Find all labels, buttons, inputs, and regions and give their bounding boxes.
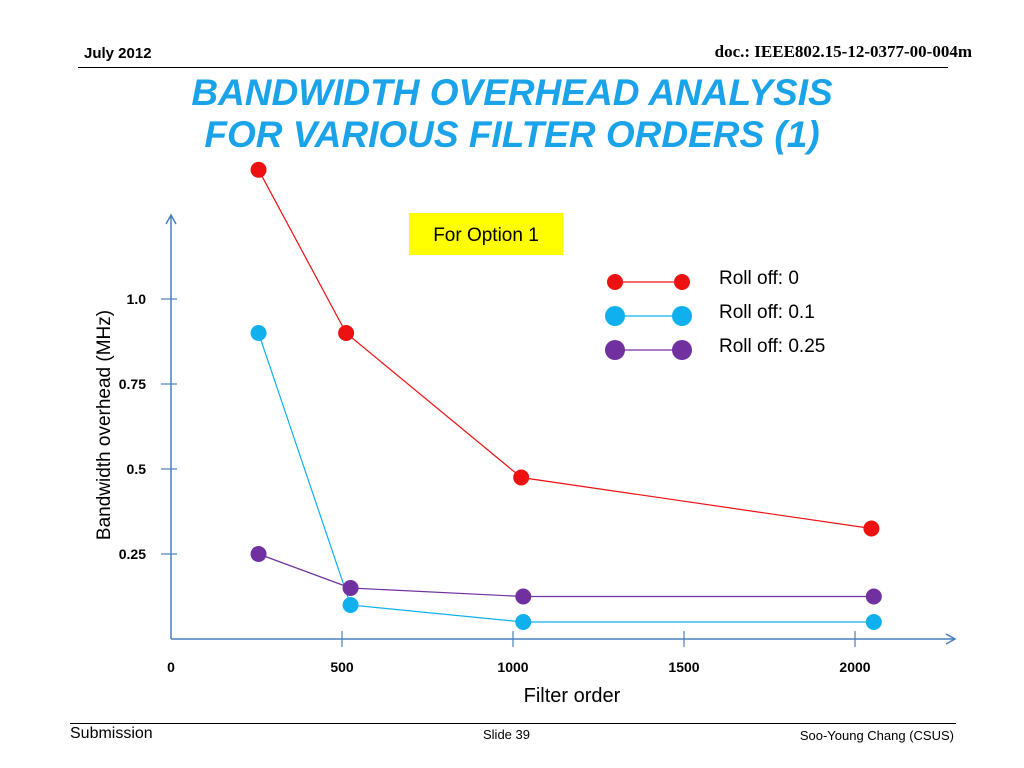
- data-point: [515, 588, 532, 605]
- legend-marker: [605, 340, 625, 360]
- slide-title: BANDWIDTH OVERHEAD ANALYSIS FOR VARIOUS …: [0, 72, 1024, 156]
- y-tick-label: 1.0: [127, 291, 147, 307]
- data-point: [513, 469, 530, 486]
- x-tick-label: 500: [330, 659, 354, 675]
- header-divider: [78, 67, 948, 68]
- legend-label: Roll off: 0: [719, 268, 799, 289]
- series-line-3: [258, 553, 874, 598]
- data-point: [342, 580, 359, 596]
- data-point: [250, 325, 267, 341]
- data-point: [338, 325, 355, 341]
- data-point: [515, 614, 532, 630]
- series-line-2: [257, 332, 874, 623]
- y-axis-arrow: [165, 213, 177, 225]
- data-point: [865, 588, 882, 605]
- data-point: [250, 161, 267, 178]
- series-line-1: [258, 169, 872, 530]
- legend-label: Roll off: 0.1: [719, 302, 815, 323]
- y-tick-label: 0.5: [127, 461, 147, 477]
- legend-marker: [674, 274, 690, 290]
- x-tick-label: 1500: [668, 659, 699, 675]
- footer-author: Soo-Young Chang (CSUS): [799, 728, 954, 743]
- y-tick-label: 0.25: [119, 546, 146, 562]
- annotation-text: For Option 1: [433, 225, 539, 246]
- data-point: [250, 546, 267, 562]
- footer-divider: [70, 723, 956, 724]
- x-axis-label: Filter order: [524, 685, 621, 707]
- data-point: [865, 614, 882, 630]
- data-point: [863, 520, 880, 537]
- slide-title-line-1: BANDWIDTH OVERHEAD ANALYSIS: [191, 72, 833, 113]
- slide-title-line-2: FOR VARIOUS FILTER ORDERS (1): [204, 114, 820, 155]
- x-tick-label: 0: [167, 659, 175, 675]
- header-doc-id: doc.: IEEE802.15-12-0377-00-004m: [714, 42, 972, 61]
- x-tick-label: 2000: [839, 659, 870, 675]
- legend-label: Roll off: 0.25: [719, 336, 825, 357]
- legend-marker: [672, 306, 692, 326]
- footer-slide-number: Slide 39: [483, 727, 530, 742]
- header-date: July 2012: [84, 45, 152, 62]
- data-point: [342, 597, 359, 613]
- annotation-box: [409, 213, 563, 255]
- y-tick-label: 0.75: [119, 376, 146, 392]
- footer-submission: Submission: [70, 725, 153, 742]
- x-axis-arrow: [945, 633, 957, 645]
- legend-marker: [605, 306, 625, 326]
- legend-marker: [607, 274, 623, 290]
- y-axis-label: Bandwidth overhead (MHz): [94, 310, 115, 540]
- legend-marker: [672, 340, 692, 360]
- x-tick-label: 1000: [497, 659, 528, 675]
